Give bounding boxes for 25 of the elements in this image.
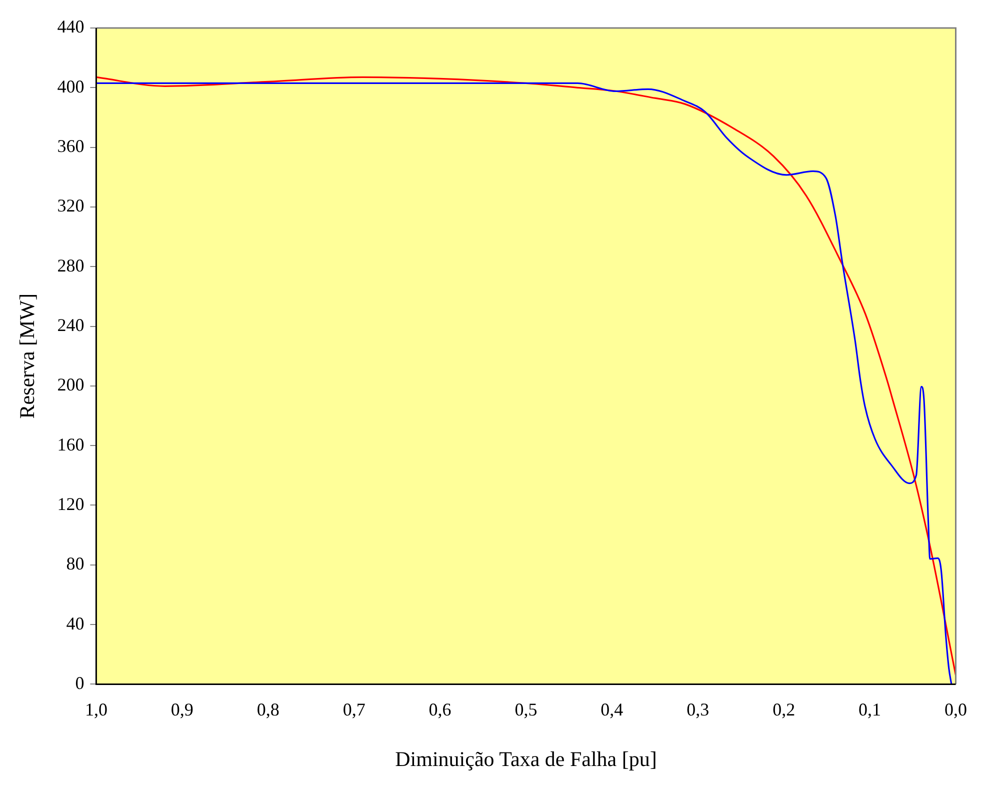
x-tick-label: 0,2	[772, 700, 796, 720]
x-tick-label: 0,3	[686, 700, 710, 720]
x-tick-label: 0,4	[600, 700, 624, 720]
y-tick-label: 440	[57, 16, 84, 37]
x-tick-label: 1,0	[84, 700, 108, 720]
y-tick-label: 400	[57, 76, 84, 96]
y-tick-label: 200	[57, 374, 84, 395]
y-tick-label: 240	[57, 315, 84, 336]
x-tick-label: 0,6	[428, 700, 452, 720]
x-tick-label: 0,1	[858, 700, 882, 720]
y-axis-title: Reserva [MW]	[15, 293, 40, 419]
x-tick-label: 0,9	[170, 700, 194, 720]
y-tick-label: 160	[57, 434, 84, 454]
y-tick-label: 320	[57, 196, 84, 216]
y-tick-label: 280	[57, 255, 84, 276]
x-tick-label: 0,7	[342, 700, 366, 720]
x-tick-label: 0,8	[256, 700, 280, 720]
y-tick-label: 360	[57, 136, 84, 156]
y-tick-label: 120	[57, 494, 84, 514]
y-tick-label: 0	[75, 672, 84, 693]
x-axis-title: Diminuição Taxa de Falha [pu]	[395, 746, 657, 771]
y-tick-label: 80	[66, 554, 84, 574]
x-tick-label: 0,0	[944, 700, 967, 720]
x-tick-label: 0,5	[514, 700, 538, 720]
y-tick-label: 40	[66, 613, 84, 634]
